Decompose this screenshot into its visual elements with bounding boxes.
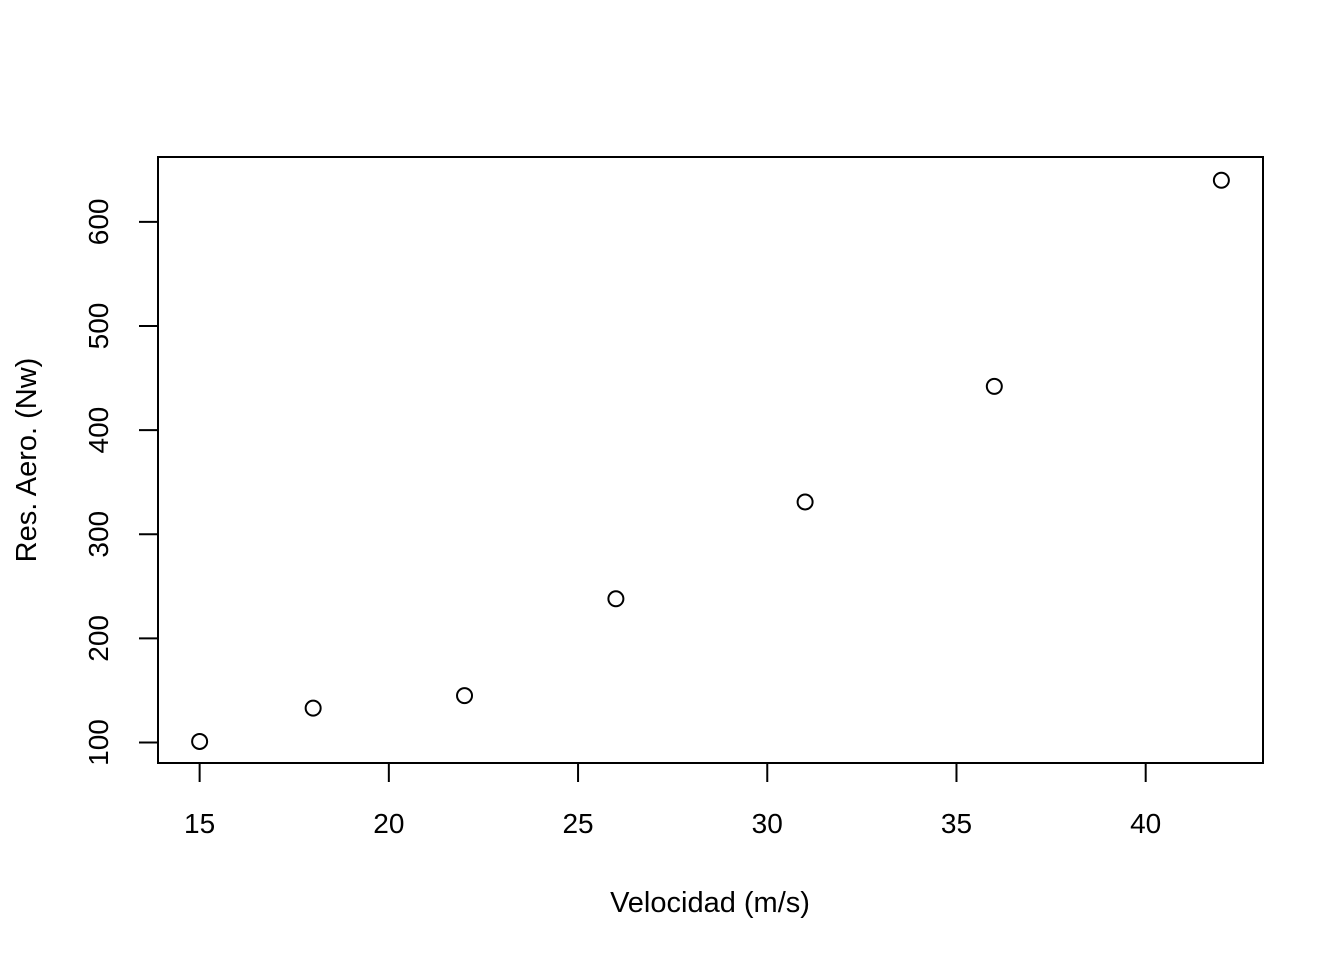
y-axis-title: Res. Aero. (Nw) bbox=[11, 358, 43, 563]
data-point bbox=[607, 590, 625, 608]
y-tick-label: 200 bbox=[83, 615, 114, 662]
y-tick-label: 300 bbox=[83, 511, 114, 558]
plot-frame bbox=[157, 156, 1264, 764]
x-tick-label: 20 bbox=[373, 808, 404, 839]
x-tick-label: 15 bbox=[184, 808, 215, 839]
data-points bbox=[191, 171, 1230, 750]
y-tick-label: 500 bbox=[83, 303, 114, 350]
y-tick-label: 100 bbox=[83, 719, 114, 766]
y-tick-label: 400 bbox=[83, 407, 114, 454]
data-point bbox=[191, 732, 209, 750]
x-tick-label: 30 bbox=[752, 808, 783, 839]
y-axis: 100 200 300 400 500 600 bbox=[83, 199, 159, 766]
data-point bbox=[1212, 171, 1230, 189]
y-tick-label: 600 bbox=[83, 199, 114, 246]
x-axis: 15 20 25 30 35 40 bbox=[184, 762, 1161, 839]
x-tick-label: 25 bbox=[562, 808, 593, 839]
x-tick-label: 35 bbox=[941, 808, 972, 839]
x-tick-label: 40 bbox=[1130, 808, 1161, 839]
data-point bbox=[304, 699, 322, 717]
data-point bbox=[796, 493, 814, 511]
data-point bbox=[456, 687, 474, 705]
x-axis-title: Velocidad (m/s) bbox=[610, 887, 810, 919]
data-point bbox=[985, 377, 1003, 395]
